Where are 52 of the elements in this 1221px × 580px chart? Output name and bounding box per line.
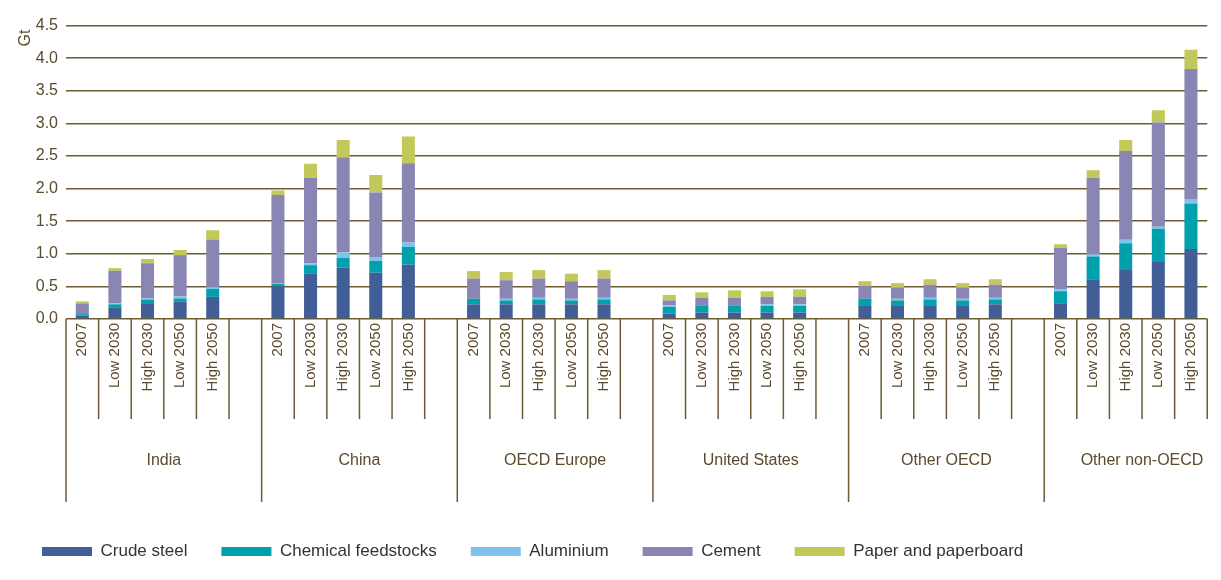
y-tick-label: 1.5 [35,211,59,229]
x-tick-label: High 2050 [789,323,807,392]
x-tick-label: Low 2050 [170,323,188,389]
x-tick-label: High 2050 [1181,323,1199,392]
x-tick-label: High 2050 [398,323,416,392]
x-tick-label: Low 2030 [105,323,123,389]
y-tick-label: 2.5 [35,146,59,164]
legend-label: Chemical feedstocks [279,541,437,561]
x-tick-label: High 2030 [1115,323,1133,392]
x-tick-label: High 2050 [594,323,612,392]
x-tick-label: Low 2030 [691,323,709,389]
x-tick-label: High 2050 [985,323,1003,392]
x-tick-label: Low 2030 [300,323,318,389]
x-tick-label: High 2030 [333,323,351,392]
text: India [146,451,182,469]
x-tick-label: High 2050 [202,323,220,392]
x-tick-label: Low 2050 [365,323,383,389]
x-tick-label: Low 2050 [561,323,579,389]
x-tick-label: Low 2030 [887,323,905,389]
text: Other non-OECD [1080,451,1204,469]
y-tick-label: 1.0 [35,244,59,262]
legend-label: Paper and paperboard [853,541,1024,561]
x-tick-label: High 2030 [528,323,546,392]
x-tick-label: Low 2030 [496,323,514,389]
text: OECD Europe [503,451,607,469]
x-tick-label: Low 2050 [1148,323,1166,389]
x-tick-label: 2007 [72,323,90,357]
x-tick-label: Low 2050 [952,323,970,389]
legend-label: Cement [701,541,761,561]
x-tick-label: 2007 [855,323,873,357]
legend-label: Crude steel [100,541,188,561]
y-tick-label: 4.0 [35,48,59,66]
x-tick-label: Low 2030 [1083,323,1101,389]
legend-label: Aluminium [529,541,609,561]
y-tick-label: 3.0 [35,113,59,131]
x-tick-label: High 2030 [920,323,938,392]
text: China [338,451,381,469]
x-tick-label: High 2030 [137,323,155,392]
y-tick-label: 0.5 [35,276,59,294]
y-tick-label: 0.0 [35,309,59,327]
y-axis-title: Gt [16,29,34,47]
x-tick-label: 2007 [463,323,481,357]
y-tick-label: 4.5 [35,16,59,34]
x-tick-label: 2007 [268,323,286,357]
x-tick-label: High 2030 [724,323,742,392]
y-tick-label: 2.0 [35,179,59,197]
x-tick-label: 2007 [1050,323,1068,357]
text: United States [702,451,799,469]
text: Other OECD [901,451,992,469]
x-tick-label: 2007 [659,323,677,357]
x-tick-label: Low 2050 [757,323,775,389]
y-tick-label: 3.5 [35,81,59,99]
